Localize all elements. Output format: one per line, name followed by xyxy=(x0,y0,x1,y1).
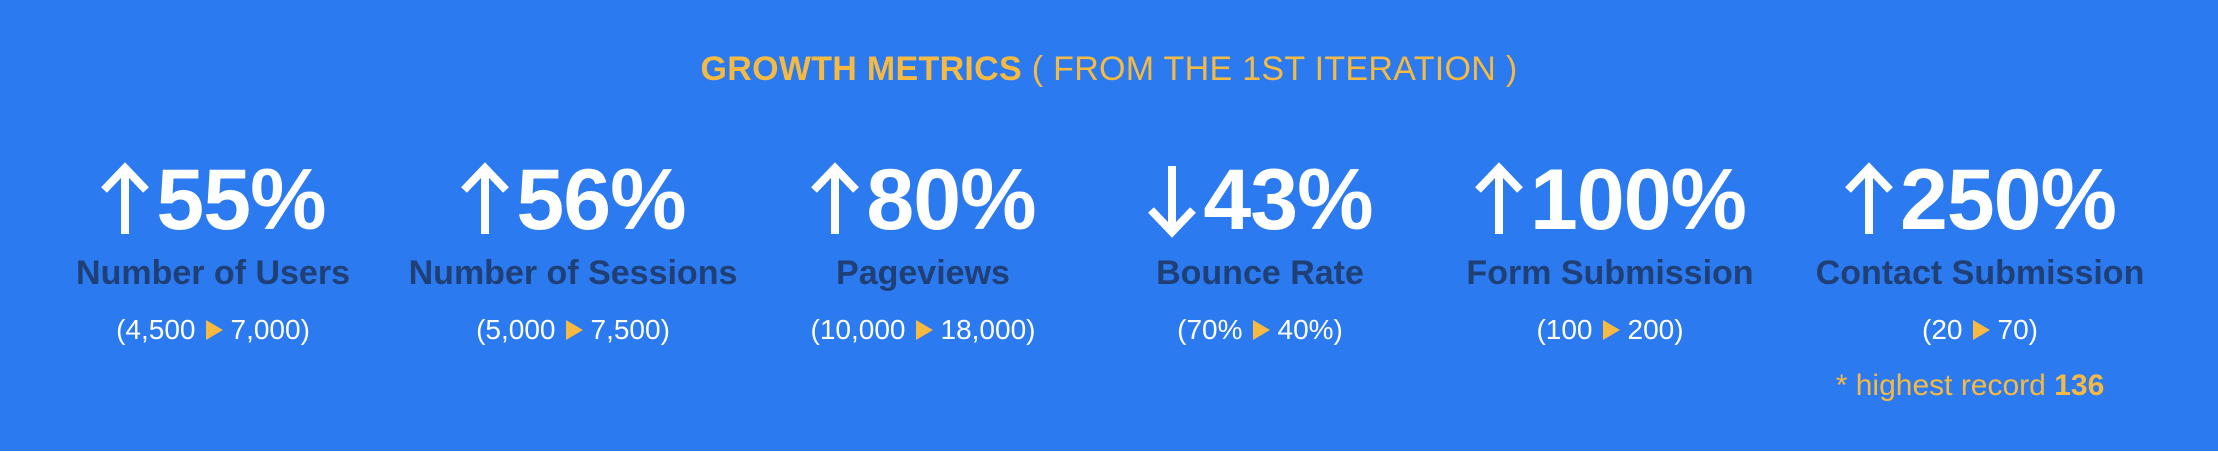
metric-value-row: 56% xyxy=(393,150,753,250)
metric-range: (5,000 7,500) xyxy=(393,312,753,348)
play-triangle-icon xyxy=(205,320,223,340)
metric-label: Contact Submission xyxy=(1815,254,2145,292)
arrow-down-icon xyxy=(1147,160,1197,240)
metric-value: 100% xyxy=(1530,152,1747,248)
metric-label: Pageviews xyxy=(836,254,1010,292)
metric-value-row: 55% xyxy=(33,150,393,250)
metric-pageviews: 80% Pageviews (10,000 18,000) xyxy=(743,150,1103,348)
range-from: (70% xyxy=(1177,314,1243,345)
range-from: (20 xyxy=(1922,314,1963,345)
arrow-up-icon xyxy=(100,160,150,240)
play-triangle-icon xyxy=(565,320,583,340)
metric-bounce-rate: 43% Bounce Rate (70% 40%) xyxy=(1080,150,1440,348)
arrow-up-icon xyxy=(810,160,860,240)
range-to: 200) xyxy=(1627,314,1684,345)
banner-heading: GROWTH METRICS ( FROM THE 1ST ITERATION … xyxy=(0,48,2218,90)
metric-value: 80% xyxy=(866,152,1036,248)
metric-value: 250% xyxy=(1900,152,2117,248)
metric-range: (70% 40%) xyxy=(1080,312,1440,348)
range-to: 40%) xyxy=(1277,314,1343,345)
metric-value: 55% xyxy=(156,152,326,248)
range-to: 7,000) xyxy=(230,314,310,345)
play-triangle-icon xyxy=(1602,320,1620,340)
play-triangle-icon xyxy=(1972,320,1990,340)
metric-range: (20 70) xyxy=(1800,312,2160,348)
metric-users: 55% Number of Users (4,500 7,000) xyxy=(33,150,393,348)
note-text: * highest record xyxy=(1835,369,2046,402)
range-to: 7,500) xyxy=(590,314,670,345)
heading-subtitle: ( FROM THE 1ST ITERATION ) xyxy=(1031,50,1518,88)
range-to: 18,000) xyxy=(940,314,1036,345)
metric-value-row: 43% xyxy=(1080,150,1440,250)
metric-label: Number of Users xyxy=(76,254,350,292)
play-triangle-icon xyxy=(915,320,933,340)
play-triangle-icon xyxy=(1252,320,1270,340)
metric-value-row: 100% xyxy=(1430,150,1790,250)
metric-value: 43% xyxy=(1203,152,1373,248)
metric-label: Number of Sessions xyxy=(408,254,738,292)
range-to: 70) xyxy=(1997,314,2038,345)
arrow-up-icon xyxy=(1844,160,1894,240)
metric-form-submission: 100% Form Submission (100 200) xyxy=(1430,150,1790,348)
metric-range: (10,000 18,000) xyxy=(743,312,1103,348)
metric-label: Bounce Rate xyxy=(1156,254,1364,292)
arrow-up-icon xyxy=(460,160,510,240)
metric-contact-submission: 250% Contact Submission (20 70) xyxy=(1800,150,2160,348)
range-from: (10,000 xyxy=(810,314,906,345)
metric-value: 56% xyxy=(516,152,686,248)
heading-title: GROWTH METRICS xyxy=(700,50,1023,88)
metric-value-row: 80% xyxy=(743,150,1103,250)
range-from: (4,500 xyxy=(116,314,196,345)
range-from: (5,000 xyxy=(476,314,556,345)
metric-range: (4,500 7,000) xyxy=(33,312,393,348)
note-value: 136 xyxy=(2054,369,2105,402)
metric-label: Form Submission xyxy=(1466,254,1754,292)
metric-sessions: 56% Number of Sessions (5,000 7,500) xyxy=(393,150,753,348)
arrow-up-icon xyxy=(1474,160,1524,240)
highest-record-note: * highest record 136 xyxy=(1810,367,2130,405)
range-from: (100 xyxy=(1536,314,1593,345)
metric-range: (100 200) xyxy=(1430,312,1790,348)
metric-value-row: 250% xyxy=(1800,150,2160,250)
